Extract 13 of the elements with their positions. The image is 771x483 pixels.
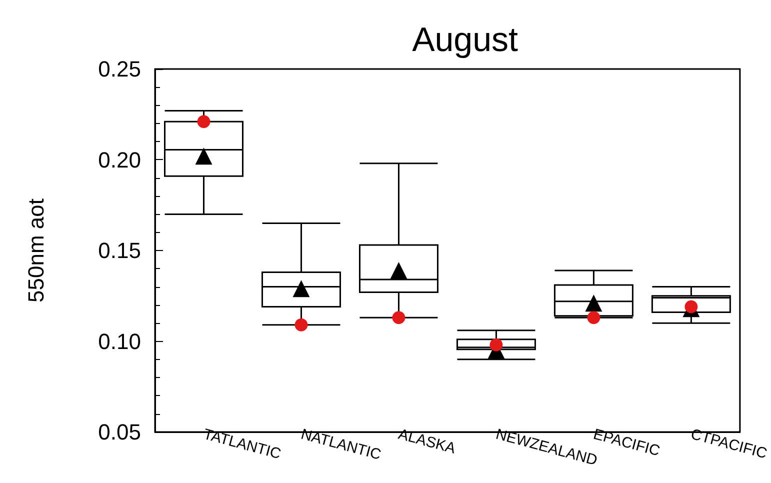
y-tick-label: 0.25 <box>98 56 141 82</box>
point <box>587 311 600 324</box>
point <box>197 115 210 128</box>
y-tick-label: 0.20 <box>98 147 141 172</box>
chart-title: August <box>412 21 518 59</box>
point <box>490 338 503 352</box>
point <box>294 318 308 332</box>
y-axis-title: 550nm aot <box>24 198 48 302</box>
point <box>392 311 406 324</box>
x-tick-label: ALASKA <box>396 426 458 458</box>
y-tick-label: 0.15 <box>98 238 141 263</box>
y-tick-label: 0.10 <box>98 328 141 354</box>
y-tick-label: 0.05 <box>98 420 141 444</box>
